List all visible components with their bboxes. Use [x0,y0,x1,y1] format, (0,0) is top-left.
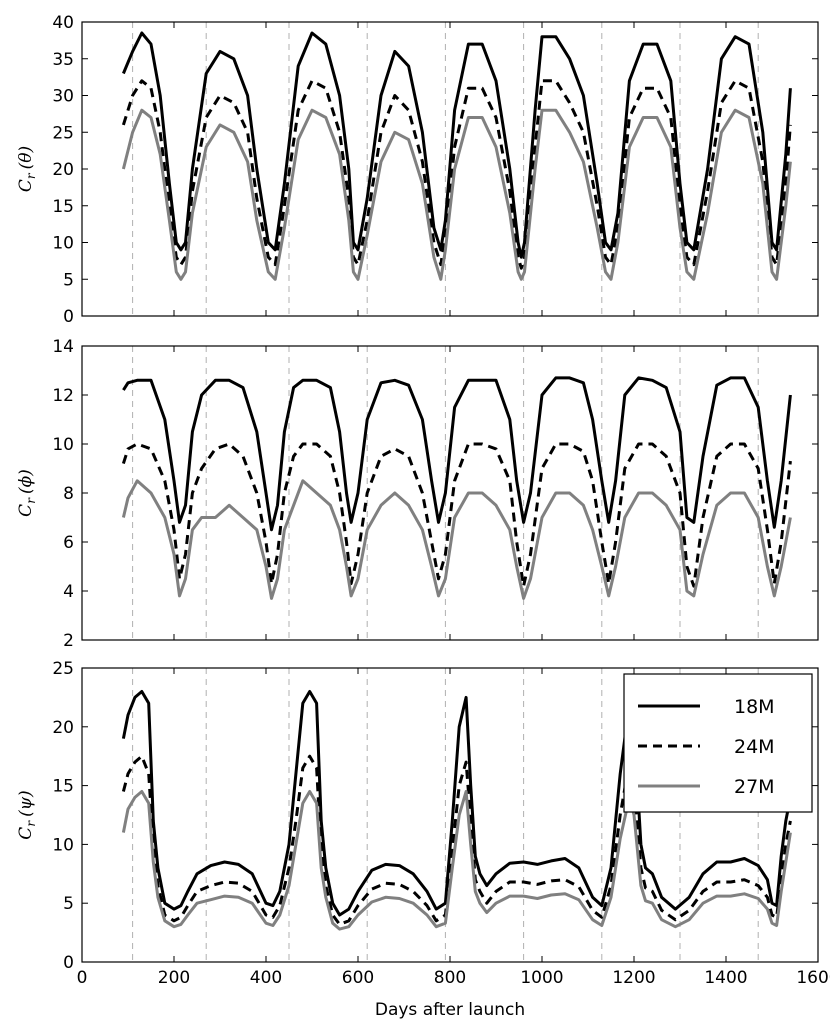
y-tick-label: 14 [52,337,74,357]
legend-label-18M: 18M [734,696,775,718]
y-tick-label: 0 [63,307,74,327]
x-axis-label: Days after launch [375,1000,525,1020]
y-tick-label: 25 [52,659,74,679]
y-tick-label: 20 [52,160,74,180]
y-tick-label: 10 [52,435,74,455]
legend-label-27M: 27M [734,776,775,798]
series-line-18M [121,690,792,917]
x-tick-label: 1600 [796,968,830,988]
series-line-24M [121,442,792,588]
panel-3: 0 5 10 15 20 25 0 200 400 600 800 1000 1200 1400 1600 C… [16,659,830,1020]
y-tick-label: 15 [52,197,74,217]
series-line-18M [122,31,792,259]
y-tick-label: 2 [63,631,74,651]
y-tick-label: 4 [63,582,74,602]
y-tick-label: 8 [63,484,74,504]
y-tick-label: 5 [63,894,74,914]
y-tick-label: 20 [52,718,74,738]
series-line-24M [121,754,792,926]
series-line-27M [121,790,792,931]
y-tick-label: 6 [63,533,74,553]
series-line-27M [121,108,792,281]
x-tick-label: 0 [77,968,88,988]
series-line-27M [121,479,792,600]
legend: 18M 24M 27M [623,673,813,813]
legend-box [623,673,813,813]
x-tick-label: 1200 [612,968,655,988]
y-tick-label: 10 [52,835,74,855]
x-tick-label: 1000 [520,968,563,988]
y-tick-label: 35 [52,50,74,70]
x-tick-label: 400 [250,968,282,988]
panel-2: 2 4 6 8 10 12 14 Cr(ϕ) [16,337,819,651]
y-axis-label: Cr(θ) [16,146,38,192]
x-tick-label: 800 [434,968,466,988]
series-line-18M [122,376,792,532]
y-tick-label: 10 [52,234,74,254]
y-tick-label: 5 [63,270,74,290]
y-axis-label: Cr(ϕ) [16,469,38,517]
y-tick-label: 30 [52,87,74,107]
y-axis-label: Cr(ψ) [16,790,38,839]
y-tick-label: 15 [52,777,74,797]
x-tick-label: 1400 [704,968,747,988]
y-tick-label: 25 [52,123,74,143]
x-tick-label: 600 [342,968,374,988]
y-tick-label: 12 [52,386,74,406]
panel-1: 0 5 10 15 20 25 30 35 40 Cr(θ) [16,13,819,327]
x-tick-label: 200 [158,968,190,988]
y-tick-label: 0 [63,953,74,973]
y-tick-label: 40 [52,13,74,33]
legend-label-24M: 24M [734,736,775,758]
series-line-24M [121,79,792,270]
